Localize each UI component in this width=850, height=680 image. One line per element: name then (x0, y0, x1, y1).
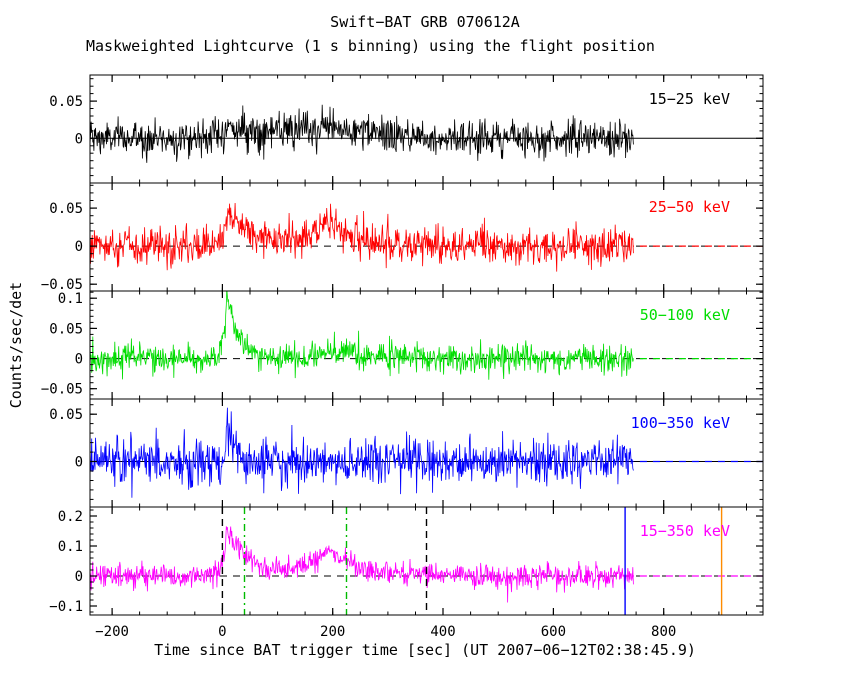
series-band-1 (90, 104, 634, 163)
y-tick-label: −0.05 (41, 277, 83, 293)
y-tick-label: 0.05 (49, 407, 83, 423)
page-title: Swift−BAT GRB 070612A (330, 13, 520, 31)
series-band-5 (90, 526, 634, 603)
y-tick-label: 0 (75, 239, 83, 255)
y-tick-label: 0 (75, 569, 83, 585)
legend-band-3: 50−100 keV (640, 306, 730, 324)
legend-band-2: 25−50 keV (649, 198, 730, 216)
legend-band-5: 15−350 keV (640, 522, 730, 540)
x-tick-label: 800 (651, 624, 676, 640)
chart-subtitle: Maskweighted Lightcurve (1 s binning) us… (86, 37, 655, 55)
series-band-2 (90, 202, 634, 272)
series-band-3 (90, 291, 634, 380)
panel-band-2: −0.05 0 0.05 25−50 keV (41, 182, 764, 293)
y-tick-label: 0 (75, 131, 83, 147)
x-tick-label: 0 (218, 624, 226, 640)
y-tick-label: −0.1 (49, 599, 83, 615)
panel-band-4: 0 0.05 100−350 keV (49, 398, 764, 508)
x-tick-label: 200 (320, 624, 345, 640)
y-tick-label: 0.1 (58, 291, 83, 307)
y-tick-label: 0 (75, 352, 83, 368)
y-tick-label: −0.05 (41, 382, 83, 398)
y-tick-label: 0.2 (58, 509, 83, 525)
x-tick-label: 600 (541, 624, 566, 640)
panel-band-3: −0.05 0 0.05 0.1 50−100 keV (41, 290, 764, 400)
y-tick-label: 0.1 (58, 539, 83, 555)
x-axis-label: Time since BAT trigger time [sec] (UT 20… (154, 641, 696, 659)
panel-frame (89, 506, 764, 616)
y-tick-label: 0.05 (49, 321, 83, 337)
legend-band-4: 100−350 keV (631, 414, 730, 432)
x-tick-label: 400 (430, 624, 455, 640)
y-tick-label: 0 (75, 455, 83, 471)
panel-band-1: 0 0.05 15−25 keV (49, 74, 764, 184)
legend-band-1: 15−25 keV (649, 90, 730, 108)
y-tick-label: 0.05 (49, 94, 83, 110)
panel-band-5: −200 0 200 400 600 800 −0.1 0 0.1 0.2 15−350 keV (49, 506, 764, 640)
x-tick-label: −200 (95, 624, 129, 640)
series-band-4 (90, 407, 634, 498)
y-tick-label: 0.05 (49, 201, 83, 217)
